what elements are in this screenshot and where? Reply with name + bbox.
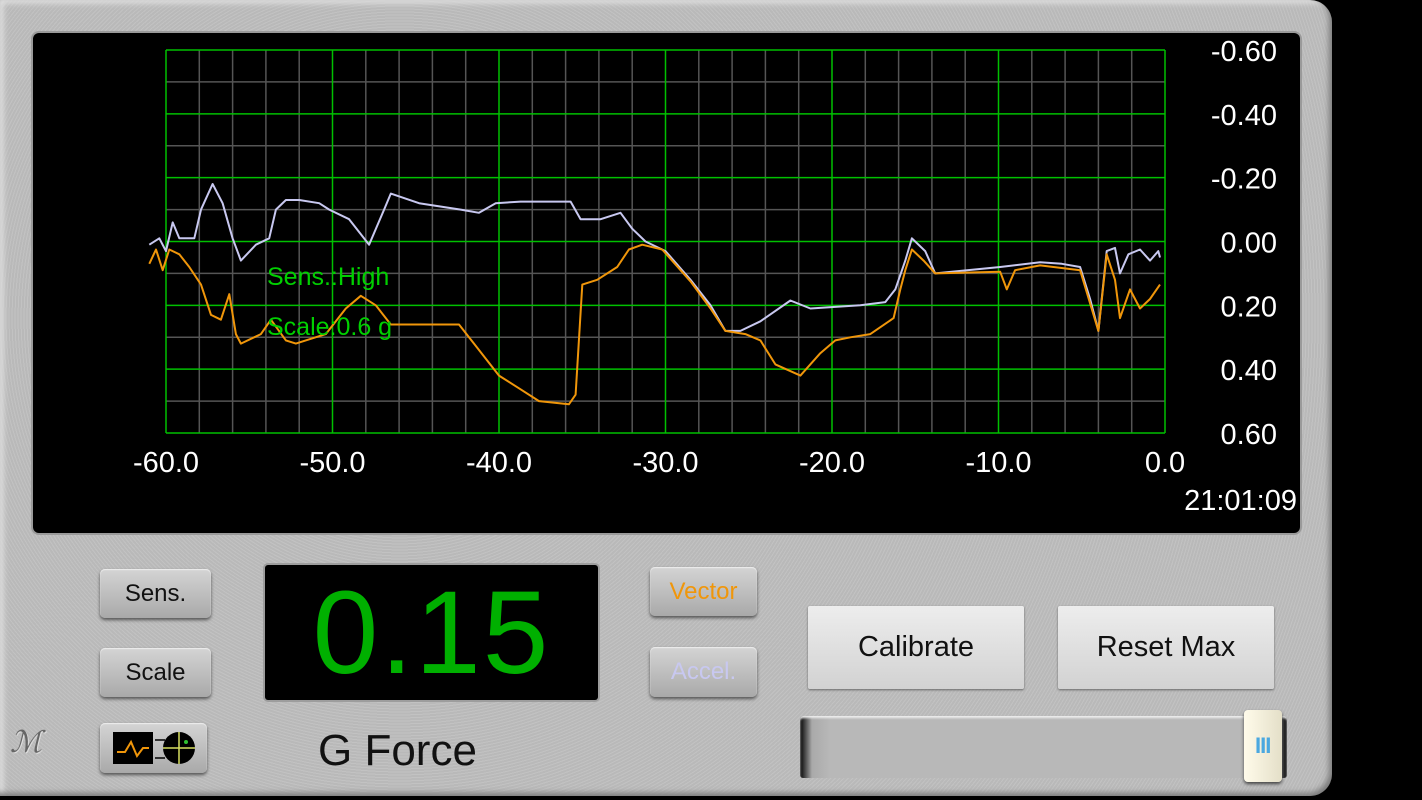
x-tick-label: -30.0 xyxy=(632,447,698,479)
x-tick-label: -50.0 xyxy=(299,447,365,479)
accel-button[interactable]: Accel. xyxy=(650,647,757,697)
accel-button-label: Accel. xyxy=(670,658,737,685)
accel-series-line xyxy=(148,183,1161,332)
x-tick-label: 0.0 xyxy=(1145,447,1185,479)
g-force-value: 0.15 xyxy=(312,566,551,699)
logo: ℳ xyxy=(10,725,43,760)
g-force-readout: 0.15 xyxy=(265,565,598,700)
graph-crosshair-icon xyxy=(112,732,195,764)
scale-annotation: Scale:0.6 g xyxy=(267,313,392,341)
y-tick-label: 0.00 xyxy=(1221,228,1277,260)
reset-max-button[interactable]: Reset Max xyxy=(1058,606,1274,689)
x-tick-label: -20.0 xyxy=(799,447,865,479)
sens-button[interactable]: Sens. xyxy=(100,569,211,618)
calibrate-button[interactable]: Calibrate xyxy=(808,606,1024,689)
scale-button[interactable]: Scale xyxy=(100,648,211,697)
y-tick-label: 0.40 xyxy=(1221,355,1277,387)
slider-thumb[interactable]: III xyxy=(1243,710,1282,782)
y-tick-label: -0.40 xyxy=(1211,100,1277,132)
scale-button-label: Scale xyxy=(125,658,186,686)
chart-screen xyxy=(33,33,1300,533)
y-tick-label: -0.20 xyxy=(1211,164,1277,196)
sens-button-label: Sens. xyxy=(124,579,187,607)
x-tick-label: -40.0 xyxy=(466,447,532,479)
slider-track[interactable]: III xyxy=(800,710,1287,782)
reset-max-button-label: Reset Max xyxy=(1096,631,1236,663)
vector-button[interactable]: Vector xyxy=(650,567,757,616)
sensitivity-annotation: Sens.:High xyxy=(267,263,389,291)
y-tick-label: 0.20 xyxy=(1221,291,1277,323)
grip-icon: III xyxy=(1254,733,1271,758)
g-force-label: G Force xyxy=(318,726,477,775)
x-tick-label: -10.0 xyxy=(965,447,1031,479)
view-toggle-button[interactable] xyxy=(100,723,207,773)
calibrate-button-label: Calibrate xyxy=(857,631,975,663)
x-tick-label: -60.0 xyxy=(133,447,199,479)
y-tick-label: -0.60 xyxy=(1211,36,1277,68)
y-tick-label: 0.60 xyxy=(1221,419,1277,451)
vector-series-line xyxy=(148,243,1161,406)
vector-button-label: Vector xyxy=(669,577,738,605)
timestamp: 21:01:09 xyxy=(1184,485,1297,517)
